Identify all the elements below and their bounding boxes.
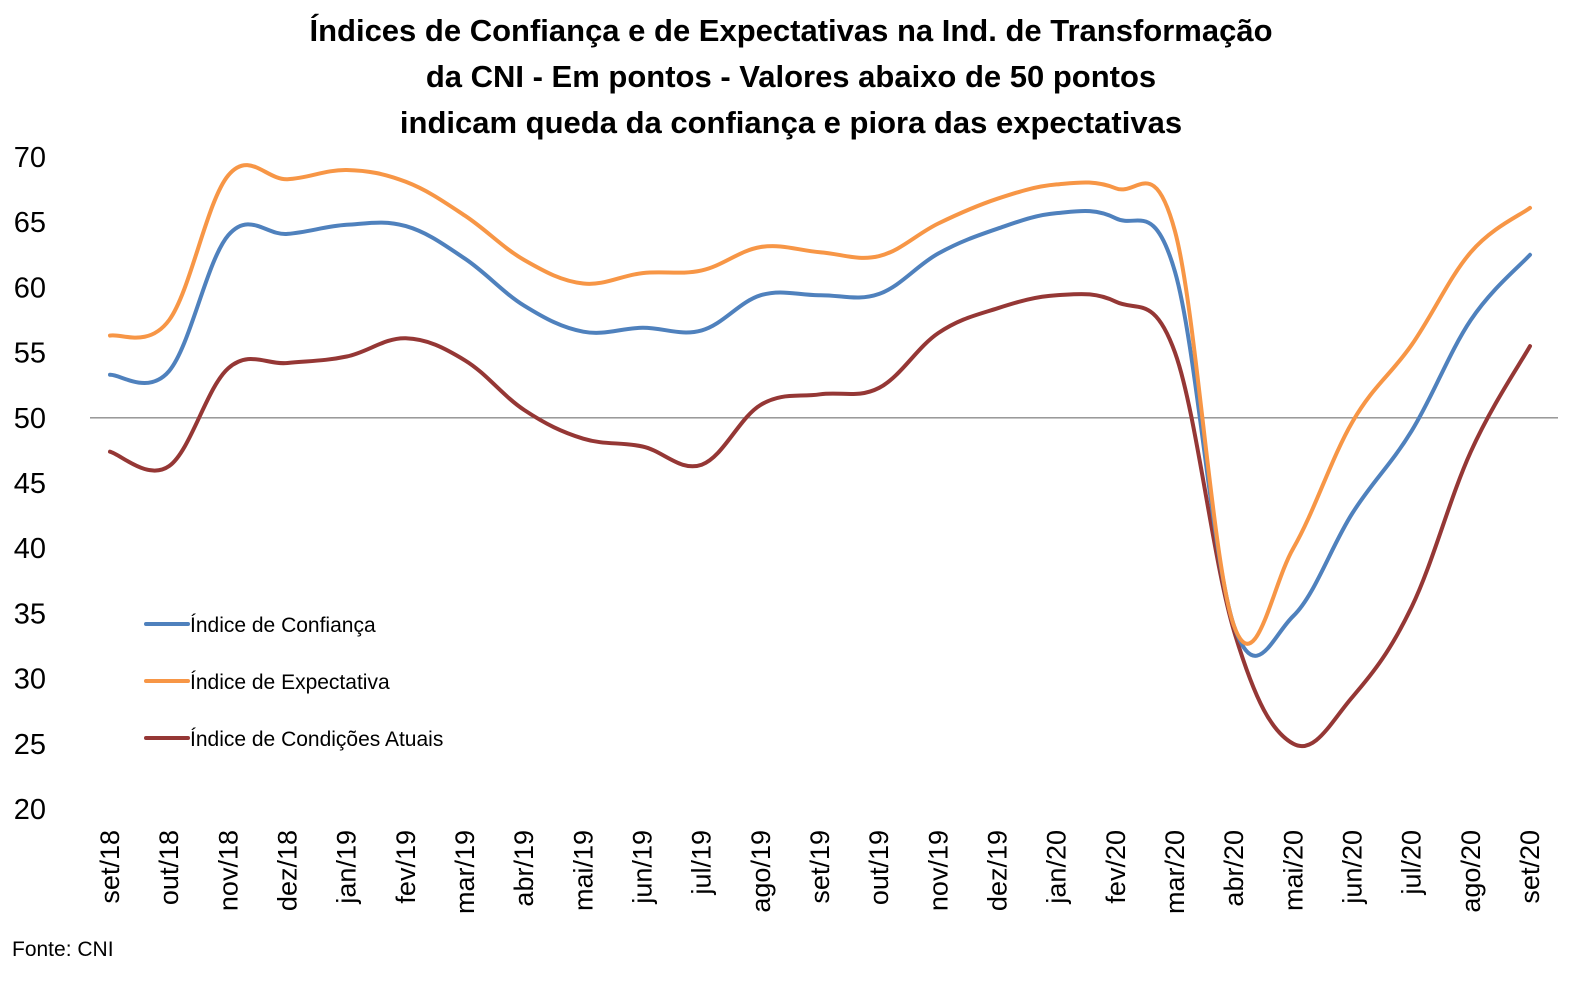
x-tick-label: mar/20 xyxy=(1160,830,1190,914)
legend-label-0: Índice de Confiança xyxy=(190,614,376,637)
x-tick-label: set/19 xyxy=(805,830,835,904)
x-tick-label: dez/19 xyxy=(983,830,1013,911)
x-tick-label: dez/18 xyxy=(273,830,303,911)
series-line-0 xyxy=(108,209,1532,658)
y-tick-label: 45 xyxy=(14,468,46,500)
series-line-2 xyxy=(108,292,1532,748)
y-tick-label: 25 xyxy=(14,729,46,761)
x-tick-label: jan/20 xyxy=(1042,830,1072,905)
legend: Índice de Confiança Índice de Expectativa… xyxy=(144,614,443,751)
series-line-1 xyxy=(108,163,1532,646)
y-tick-label: 20 xyxy=(14,794,46,826)
x-tick-label: set/20 xyxy=(1515,830,1545,904)
y-tick-label: 35 xyxy=(14,598,46,630)
x-tick-label: mar/19 xyxy=(450,830,480,914)
x-axis-ticks: set/18 out/18 nov/18 dez/18 jan/19 fev/19 mar/… xyxy=(95,830,1545,914)
x-tick-label: jun/20 xyxy=(1338,830,1368,905)
x-tick-label: out/19 xyxy=(864,830,894,905)
x-tick-label: jul/19 xyxy=(687,830,717,896)
legend-label-1: Índice de Expectativa xyxy=(190,671,390,694)
x-tick-label: jan/19 xyxy=(332,830,362,905)
x-tick-label: jun/19 xyxy=(628,830,658,905)
x-tick-label: set/18 xyxy=(95,830,125,904)
x-tick-label: nov/18 xyxy=(213,830,243,911)
chart-title-line-2: da CNI - Em pontos - Valores abaixo de 5… xyxy=(425,59,1157,94)
y-tick-label: 60 xyxy=(14,272,46,304)
series-lines xyxy=(108,163,1532,748)
y-tick-label: 55 xyxy=(14,338,46,370)
y-axis-ticks: 20 25 30 35 40 45 50 55 60 65 70 xyxy=(14,142,46,826)
chart-title-line-1: Índices de Confiança e de Expectativas n… xyxy=(309,13,1273,48)
source-note: Fonte: CNI xyxy=(12,938,114,961)
legend-label-2: Índice de Condições Atuais xyxy=(190,728,443,751)
chart-title-line-3: indicam queda da confiança e piora das e… xyxy=(399,105,1183,140)
x-tick-label: nov/19 xyxy=(923,830,953,911)
x-tick-label: fev/20 xyxy=(1101,830,1131,904)
y-tick-label: 65 xyxy=(14,207,46,239)
y-tick-label: 70 xyxy=(14,142,46,174)
x-tick-label: abr/19 xyxy=(509,830,539,907)
y-tick-label: 40 xyxy=(14,533,46,565)
x-tick-label: jul/20 xyxy=(1397,830,1427,896)
y-tick-label: 50 xyxy=(14,403,46,435)
x-tick-label: mai/19 xyxy=(568,830,598,911)
x-tick-label: abr/20 xyxy=(1219,830,1249,907)
x-tick-label: out/18 xyxy=(154,830,184,905)
x-tick-label: fev/19 xyxy=(391,830,421,904)
y-tick-label: 30 xyxy=(14,664,46,696)
x-tick-label: ago/19 xyxy=(746,830,776,913)
chart-title: Índices de Confiança e de Expectativas n… xyxy=(0,8,1582,146)
x-tick-label: mai/20 xyxy=(1278,830,1308,911)
x-tick-label: ago/20 xyxy=(1456,830,1486,913)
